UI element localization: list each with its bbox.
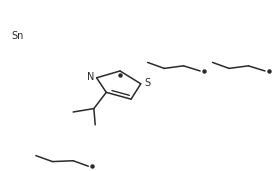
Text: N: N: [87, 72, 94, 82]
Text: S: S: [145, 78, 151, 88]
Text: Sn: Sn: [11, 31, 23, 41]
